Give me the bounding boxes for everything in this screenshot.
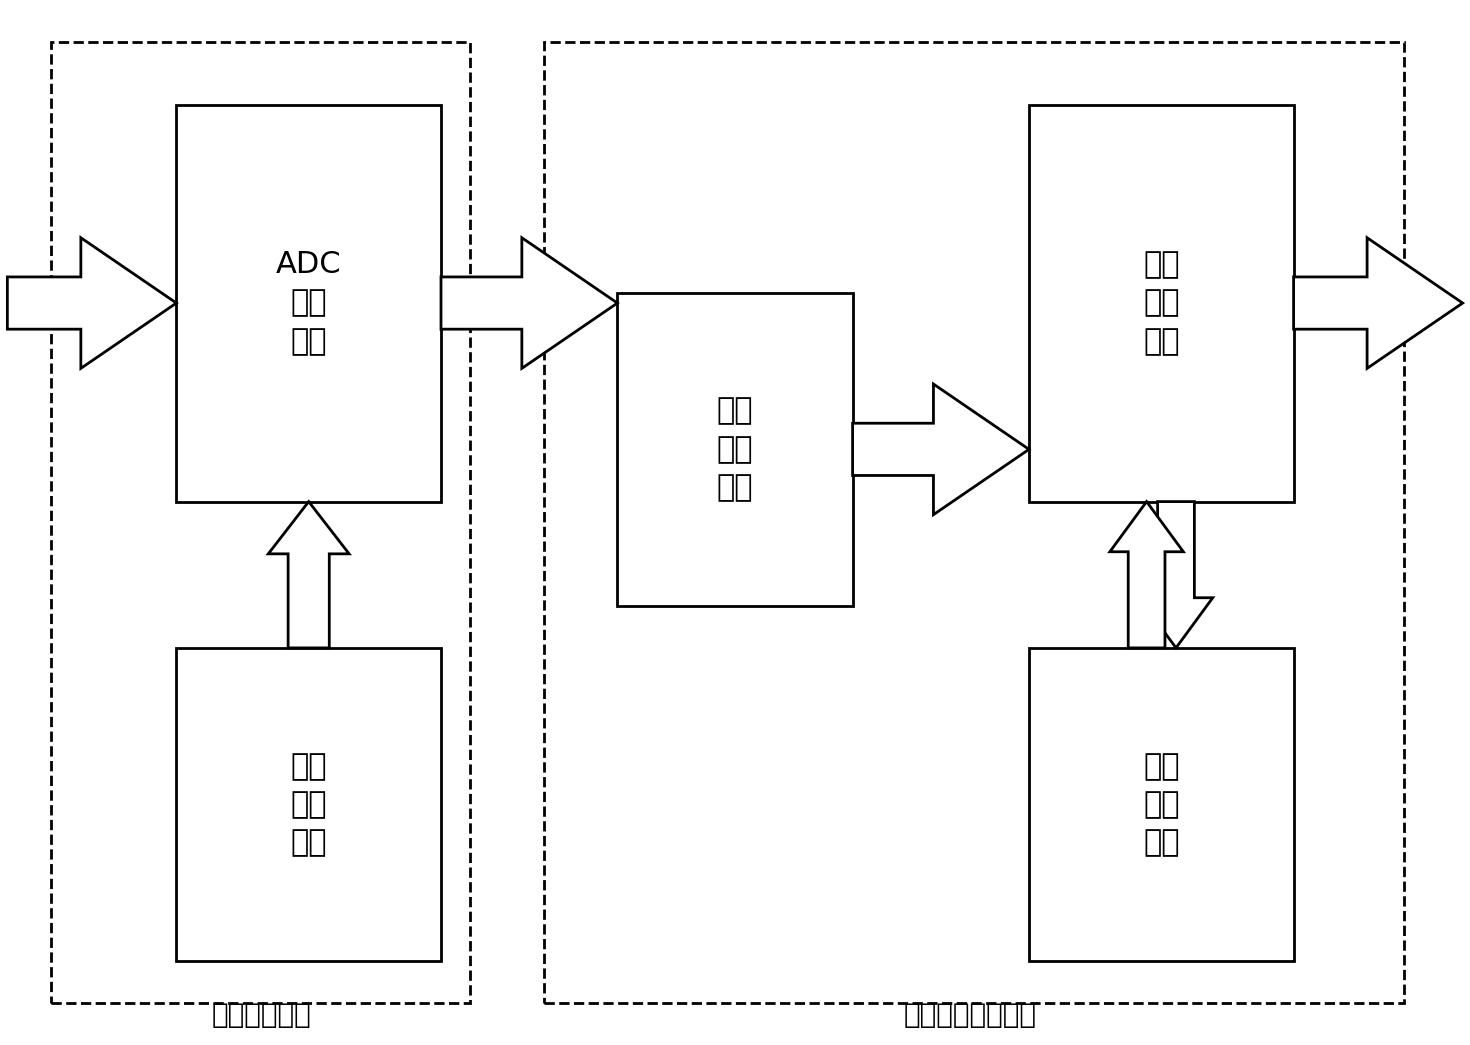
- Polygon shape: [1139, 502, 1213, 648]
- FancyBboxPatch shape: [176, 648, 441, 961]
- Text: 数字采集单元: 数字采集单元: [212, 1001, 312, 1029]
- Polygon shape: [441, 238, 617, 369]
- FancyBboxPatch shape: [176, 104, 441, 502]
- Polygon shape: [1110, 502, 1183, 648]
- FancyBboxPatch shape: [1029, 648, 1294, 961]
- Polygon shape: [7, 238, 176, 369]
- Polygon shape: [853, 385, 1029, 515]
- Text: 数据
缓冲
模块: 数据 缓冲 模块: [717, 397, 753, 502]
- Text: 数字信号处理单元: 数字信号处理单元: [904, 1001, 1036, 1029]
- Text: 采集
控制
模块: 采集 控制 模块: [291, 752, 326, 857]
- Polygon shape: [1294, 238, 1463, 369]
- FancyBboxPatch shape: [1029, 104, 1294, 502]
- FancyBboxPatch shape: [617, 293, 853, 606]
- Text: 数据
存储
模块: 数据 存储 模块: [1144, 752, 1179, 857]
- Text: 数据
处理
模块: 数据 处理 模块: [1144, 251, 1179, 355]
- Text: ADC
采集
模块: ADC 采集 模块: [276, 251, 341, 355]
- Polygon shape: [268, 502, 350, 648]
